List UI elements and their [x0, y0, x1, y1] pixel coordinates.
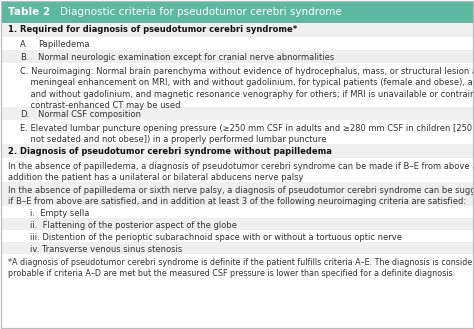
Text: iii. Distention of the perioptic subarachnoid space with or without a tortuous o: iii. Distention of the perioptic subarac…: [30, 233, 402, 242]
Text: i.  Empty sella: i. Empty sella: [30, 209, 90, 218]
Bar: [1, 206, 473, 218]
Bar: [1, 23, 473, 37]
Text: ii.  Flattening of the posterior aspect of the globe: ii. Flattening of the posterior aspect o…: [30, 221, 237, 230]
Text: D.: D.: [20, 110, 29, 119]
Bar: [1, 144, 473, 158]
Text: 2. Diagnosis of pseudotumor cerebri syndrome without papilledema: 2. Diagnosis of pseudotumor cerebri synd…: [8, 146, 332, 156]
Bar: [1, 230, 473, 242]
Text: In the absence of papilledema, a diagnosis of pseudotumor cerebri syndrome can b: In the absence of papilledema, a diagnos…: [8, 162, 474, 183]
Text: 1. Required for diagnosis of pseudotumor cerebri syndrome*: 1. Required for diagnosis of pseudotumor…: [8, 26, 297, 35]
Text: Normal CSF composition: Normal CSF composition: [38, 110, 141, 119]
Text: A.: A.: [20, 40, 28, 49]
Text: B.: B.: [20, 53, 28, 62]
Bar: [1, 158, 473, 182]
Text: Papilledema: Papilledema: [38, 40, 90, 49]
Text: *A diagnosis of pseudotumor cerebri syndrome is definite if the patient fulfills: *A diagnosis of pseudotumor cerebri synd…: [8, 258, 474, 278]
Text: C. Neuroimaging: Normal brain parenchyma without evidence of hydrocephalus, mass: C. Neuroimaging: Normal brain parenchyma…: [20, 67, 474, 110]
Bar: [1, 1, 473, 23]
Bar: [1, 218, 473, 230]
Text: E. Elevated lumbar puncture opening pressure (≥250 mm CSF in adults and ≥280 mm : E. Elevated lumbar puncture opening pres…: [20, 124, 474, 144]
Text: iv. Transverse venous sinus stenosis: iv. Transverse venous sinus stenosis: [30, 245, 182, 254]
Bar: [1, 50, 473, 63]
Text: In the absence of papilledema or sixth nerve palsy, a diagnosis of pseudotumor c: In the absence of papilledema or sixth n…: [8, 186, 474, 207]
Text: Normal neurologic examination except for cranial nerve abnormalities: Normal neurologic examination except for…: [38, 53, 334, 62]
Bar: [1, 242, 473, 254]
Bar: [1, 63, 473, 107]
Bar: [1, 37, 473, 50]
Bar: [1, 120, 473, 144]
Bar: [1, 254, 473, 328]
Bar: [1, 107, 473, 120]
Text: Diagnostic criteria for pseudotumor cerebri syndrome: Diagnostic criteria for pseudotumor cere…: [60, 7, 342, 17]
Text: Table 2: Table 2: [8, 7, 50, 17]
Bar: [1, 182, 473, 206]
